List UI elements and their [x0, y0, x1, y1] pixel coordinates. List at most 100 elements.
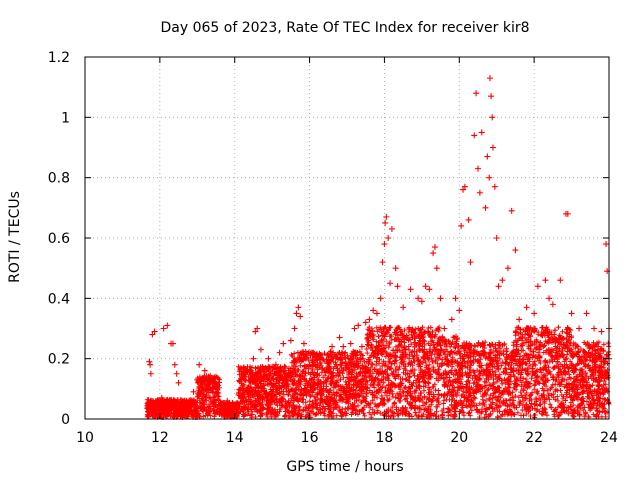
data-point-91 [488, 93, 495, 100]
data-point-12 [173, 370, 180, 377]
data-point-20 [224, 397, 231, 404]
y-tick-label-3: 0.6 [48, 231, 70, 247]
data-point-100 [512, 247, 519, 254]
data-point-52 [373, 310, 380, 317]
y-tick-label-1: 0.2 [48, 352, 70, 368]
data-point-3 [149, 331, 156, 338]
data-point-101 [516, 316, 523, 323]
data-point-28 [272, 361, 279, 368]
data-point-17 [201, 367, 208, 374]
data-point-2 [147, 370, 154, 377]
data-point-67 [422, 283, 429, 290]
data-point-110 [564, 210, 571, 217]
data-point-57 [383, 213, 390, 220]
data-point-59 [387, 280, 394, 287]
data-point-30 [280, 340, 287, 347]
data-point-66 [418, 298, 425, 305]
data-point-99 [508, 207, 515, 214]
data-point-105 [542, 277, 549, 284]
data-point-5 [156, 400, 163, 407]
data-point-49 [362, 319, 369, 326]
data-point-43 [336, 334, 343, 341]
data-point-103 [531, 310, 538, 317]
data-point-61 [392, 265, 399, 272]
data-point-94 [491, 183, 498, 190]
data-point-116 [603, 241, 610, 248]
data-point-102 [523, 304, 530, 311]
data-point-39 [310, 349, 317, 356]
data-point-6 [158, 394, 165, 401]
data-point-69 [430, 250, 437, 257]
data-point-47 [355, 322, 362, 329]
data-point-36 [300, 340, 307, 347]
y-tick-label-0: 0 [61, 412, 70, 428]
data-point-90 [486, 75, 493, 82]
data-point-42 [329, 343, 336, 350]
data-point-89 [486, 174, 493, 181]
point-cloud-path [144, 324, 612, 420]
data-point-11 [171, 361, 178, 368]
data-point-95 [493, 235, 500, 241]
x-tick-label-1: 12 [151, 430, 169, 446]
data-point-58 [385, 235, 392, 241]
data-point-86 [478, 129, 485, 136]
data-point-41 [325, 352, 332, 359]
x-tick-label-6: 22 [525, 430, 543, 446]
data-point-16 [196, 361, 203, 368]
data-point-22 [242, 373, 249, 380]
data-point-14 [190, 388, 197, 395]
data-point-111 [568, 310, 575, 317]
data-point-63 [400, 304, 407, 311]
data-point-48 [358, 343, 365, 350]
data-point-18 [205, 373, 212, 380]
x-tick-label-0: 10 [76, 430, 94, 446]
dense-point-cloud [144, 324, 612, 420]
data-point-40 [317, 355, 324, 362]
x-tick-label-2: 14 [226, 430, 244, 446]
y-axis-label: ROTI / TECUs [7, 191, 23, 283]
data-point-62 [394, 283, 401, 290]
data-point-106 [546, 295, 553, 302]
data-point-0 [146, 358, 153, 365]
data-point-108 [557, 277, 564, 284]
data-point-46 [351, 325, 358, 332]
data-point-96 [495, 283, 502, 290]
data-point-107 [549, 301, 556, 308]
data-point-4 [151, 328, 158, 335]
y-tick-label-6: 1.2 [48, 50, 70, 66]
data-point-87 [482, 204, 489, 211]
data-point-35 [297, 313, 304, 320]
data-point-54 [379, 259, 386, 266]
y-tick-label-4: 0.8 [48, 171, 70, 187]
data-point-7 [160, 325, 167, 332]
data-point-92 [489, 114, 496, 121]
data-point-38 [306, 361, 313, 368]
data-point-10 [169, 340, 176, 347]
x-tick-label-4: 18 [376, 430, 394, 446]
x-axis-ticks: 10 12 14 16 18 20 22 24 [76, 57, 618, 446]
data-point-34 [295, 304, 302, 311]
data-point-26 [257, 346, 264, 353]
data-point-82 [471, 132, 478, 139]
data-point-76 [456, 307, 463, 314]
data-point-97 [499, 277, 506, 284]
data-point-75 [452, 295, 459, 302]
data-point-113 [583, 310, 590, 317]
data-point-77 [458, 222, 465, 229]
data-point-79 [461, 183, 468, 190]
data-point-68 [426, 286, 433, 293]
data-point-25 [254, 325, 261, 332]
data-point-24 [252, 328, 259, 335]
data-point-32 [291, 325, 298, 332]
data-point-13 [175, 379, 182, 386]
data-point-80 [465, 216, 472, 223]
data-point-37 [302, 355, 309, 362]
data-point-73 [441, 325, 448, 332]
data-point-53 [377, 295, 384, 302]
data-point-55 [381, 241, 388, 248]
data-point-1 [147, 361, 154, 368]
data-point-83 [473, 90, 480, 97]
data-point-65 [415, 295, 422, 302]
data-point-23 [250, 355, 257, 362]
data-point-31 [287, 337, 294, 344]
